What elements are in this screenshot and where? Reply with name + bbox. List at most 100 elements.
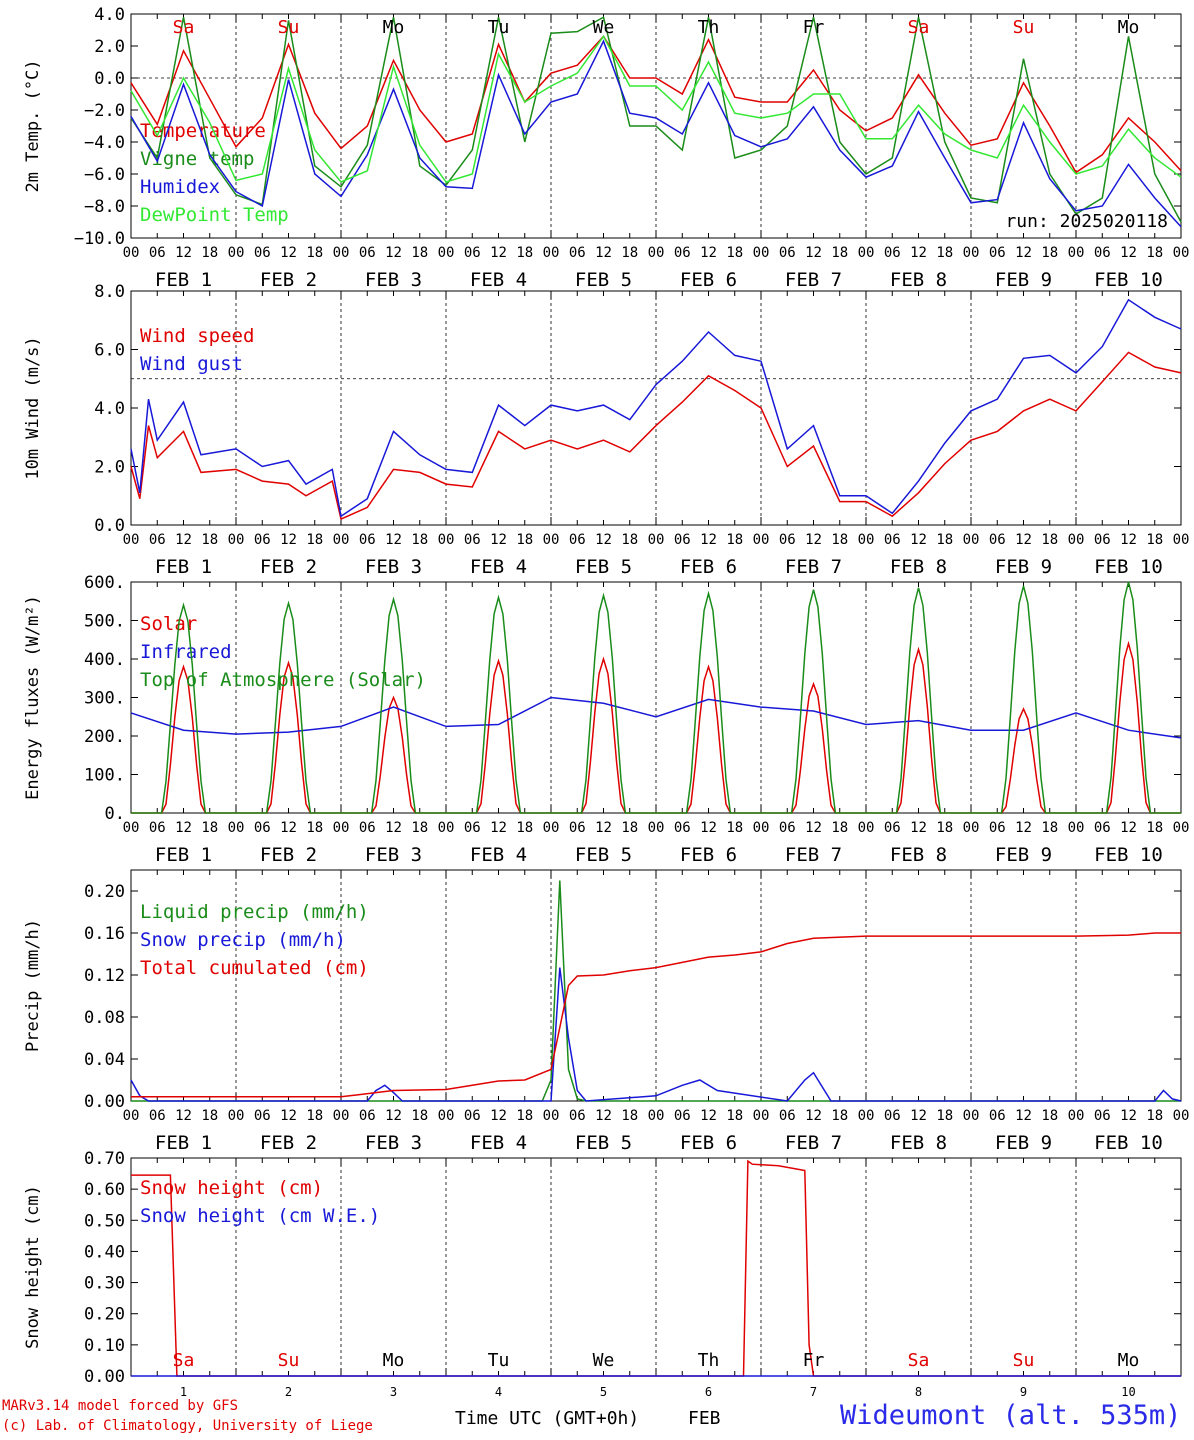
hour-tick-label: 00	[123, 820, 140, 836]
y-tick-label: 2.0	[94, 458, 125, 478]
date-label: FEB 9	[995, 1132, 1052, 1154]
hour-tick-label: 06	[254, 532, 271, 548]
hour-tick-label: 06	[674, 1108, 691, 1124]
series-line-humidex	[130, 39, 1182, 228]
hour-tick-label: 06	[359, 820, 376, 836]
hour-tick-label: 12	[175, 532, 192, 548]
hour-tick-label: 06	[779, 245, 796, 261]
hour-tick-label: 12	[280, 820, 297, 836]
hour-tick-label: 00	[648, 532, 665, 548]
y-tick-label: 0.04	[84, 1050, 125, 1070]
day-number-label: 5	[600, 1385, 607, 1399]
hour-tick-label: 00	[333, 245, 350, 261]
hour-tick-label: 18	[411, 532, 428, 548]
credit-line-2: (c) Lab. of Climatology, University of L…	[2, 1418, 373, 1434]
hour-tick-label: 18	[1041, 532, 1058, 548]
hour-tick-label: 12	[490, 1108, 507, 1124]
hour-tick-label: 12	[490, 532, 507, 548]
date-label: FEB 8	[890, 556, 947, 578]
hour-tick-label: 00	[858, 245, 875, 261]
date-label: FEB 5	[575, 269, 632, 291]
hour-tick-label: 00	[1068, 1108, 1085, 1124]
day-of-week-label: Sa	[908, 17, 930, 38]
hour-tick-label: 00	[1173, 532, 1190, 548]
day-of-week-label: Th	[698, 17, 720, 38]
hour-tick-label: 00	[438, 1108, 455, 1124]
hour-tick-label: 06	[884, 1108, 901, 1124]
hour-tick-label: 00	[438, 245, 455, 261]
hour-tick-label: 18	[726, 245, 743, 261]
day-of-week-label: Su	[1013, 17, 1035, 38]
date-label: FEB 1	[155, 844, 212, 866]
y-tick-label: 4.0	[94, 5, 125, 25]
y-tick-label: −2.0	[84, 101, 125, 121]
date-label: FEB 7	[785, 556, 842, 578]
hour-tick-label: 06	[464, 532, 481, 548]
hour-tick-label: 00	[123, 1108, 140, 1124]
hour-tick-label: 12	[1120, 1108, 1137, 1124]
day-of-week-label: We	[593, 17, 615, 38]
date-label: FEB 4	[470, 1132, 527, 1154]
y-tick-label: −8.0	[84, 197, 125, 217]
day-number-label: 7	[810, 1385, 817, 1399]
series-line-liquid-precip-mm-h-	[131, 880, 1181, 1102]
hour-tick-label: 18	[726, 532, 743, 548]
hour-tick-label: 00	[543, 532, 560, 548]
y-tick-label: −6.0	[84, 165, 125, 185]
hour-tick-label: 18	[1146, 245, 1163, 261]
hour-tick-label: 00	[858, 1108, 875, 1124]
day-of-week-label: Mo	[383, 1350, 405, 1371]
y-tick-label: 0.08	[84, 1008, 125, 1028]
date-label: FEB 6	[680, 556, 737, 578]
hour-tick-label: 00	[333, 1108, 350, 1124]
hour-tick-label: 12	[700, 1108, 717, 1124]
date-label: FEB 9	[995, 556, 1052, 578]
hour-tick-label: 06	[989, 1108, 1006, 1124]
hour-tick-label: 18	[201, 245, 218, 261]
date-label: FEB 2	[260, 556, 317, 578]
date-label: FEB 4	[470, 556, 527, 578]
hour-tick-label: 12	[1120, 245, 1137, 261]
series-line-snow-height-cm-	[131, 1159, 1181, 1377]
hour-tick-label: 00	[228, 532, 245, 548]
hour-tick-label: 12	[595, 820, 612, 836]
hour-tick-label: 00	[1173, 1108, 1190, 1124]
day-of-week-label: Sa	[173, 1350, 195, 1371]
hour-tick-label: 00	[858, 532, 875, 548]
hour-tick-label: 12	[280, 245, 297, 261]
hour-tick-label: 00	[228, 1108, 245, 1124]
hour-tick-label: 12	[910, 1108, 927, 1124]
y-tick-label: 0.50	[84, 1211, 125, 1231]
y-tick-label: 0.0	[94, 69, 125, 89]
hour-tick-label: 12	[1120, 532, 1137, 548]
hour-tick-label: 06	[569, 532, 586, 548]
series-line-top-of-atmosphere-solar-	[131, 581, 1181, 814]
hour-tick-label: 18	[201, 820, 218, 836]
hour-tick-label: 06	[464, 820, 481, 836]
y-tick-label: 8.0	[94, 282, 125, 302]
y-tick-label: 6.0	[94, 341, 125, 361]
hour-tick-label: 00	[963, 245, 980, 261]
day-of-week-label: Mo	[383, 17, 405, 38]
y-tick-label: 4.0	[94, 399, 125, 419]
hour-tick-label: 06	[884, 245, 901, 261]
day-of-week-label: Tu	[488, 1350, 510, 1371]
date-label: FEB 10	[1094, 844, 1163, 866]
hour-tick-label: 12	[280, 532, 297, 548]
hour-tick-label: 00	[963, 820, 980, 836]
hour-tick-label: 18	[1146, 820, 1163, 836]
hour-tick-label: 06	[1094, 1108, 1111, 1124]
hour-tick-label: 06	[254, 820, 271, 836]
legend-label: Liquid precip (mm/h)	[140, 901, 369, 923]
y-tick-label: −10.0	[74, 229, 125, 249]
day-of-week-label: We	[593, 1350, 615, 1371]
hour-tick-label: 18	[831, 1108, 848, 1124]
hour-tick-label: 00	[1173, 820, 1190, 836]
date-label: FEB 5	[575, 556, 632, 578]
run-label: run: 2025020118	[1005, 211, 1168, 232]
hour-tick-label: 06	[569, 820, 586, 836]
date-label: FEB 3	[365, 844, 422, 866]
hour-tick-label: 18	[306, 1108, 323, 1124]
date-label: FEB 5	[575, 844, 632, 866]
y-tick-label: 0.40	[84, 1242, 125, 1262]
